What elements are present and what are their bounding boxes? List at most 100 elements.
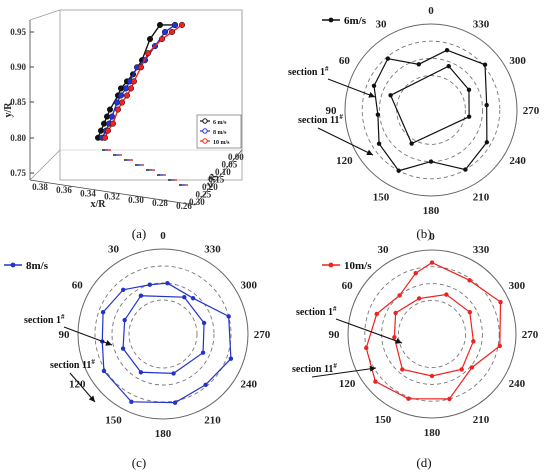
series-point [168, 28, 176, 36]
radar-point [100, 309, 106, 315]
angle-label: 30 [108, 243, 120, 255]
radar-point [484, 102, 489, 108]
radar-point [374, 311, 379, 317]
z-tick-label: 0.05 [222, 160, 238, 170]
radar-point [120, 287, 126, 292]
series-point [156, 21, 164, 29]
series-point [146, 36, 154, 43]
panel-caption: (b) [416, 226, 431, 241]
annotation-arrow [311, 367, 377, 378]
angle-label: 300 [240, 280, 257, 292]
z-axis [194, 149, 243, 206]
series-point [127, 85, 135, 92]
series-point [106, 106, 114, 113]
annotation-arrow [335, 318, 403, 344]
radar-point [471, 339, 476, 344]
annotation-section-11: section 11# [298, 113, 343, 126]
angle-label: 270 [523, 105, 540, 117]
angle-label: 30 [378, 244, 390, 256]
radar-point [392, 335, 397, 340]
angle-label: 210 [473, 414, 490, 426]
grid-circle [94, 265, 232, 403]
series-point [104, 127, 112, 134]
arrow-head [395, 338, 402, 344]
x-axis-label: x/R [91, 199, 107, 210]
y-tick-label: 0.95 [10, 27, 26, 37]
radar-point [190, 295, 196, 301]
legend-label: 8 m/s [213, 130, 227, 136]
x-tick-label: 0.30 [128, 195, 144, 205]
radar-point [463, 167, 468, 172]
panel-caption: (d) [416, 455, 431, 470]
series-point [137, 64, 145, 71]
grid-circle [361, 40, 501, 180]
angle-label: 120 [69, 379, 86, 391]
series-point [144, 50, 152, 57]
radar-polygon [365, 261, 502, 400]
series-point [108, 113, 116, 120]
radar-point [446, 63, 451, 69]
angle-label: 300 [509, 280, 526, 292]
radar-point [101, 368, 107, 374]
series-point [130, 78, 138, 85]
radar-point [385, 56, 391, 61]
angle-label: 210 [204, 415, 221, 427]
radar-point [129, 399, 134, 404]
radar-point [467, 309, 473, 315]
x-tick-label: 0.34 [80, 188, 96, 198]
frame-edge-bl [29, 149, 61, 181]
y-tick-label: 0.80 [10, 133, 26, 143]
radar-point [165, 280, 170, 286]
radar-point [413, 270, 418, 276]
radar-point [447, 396, 452, 402]
grid-circle [381, 283, 483, 385]
radar-point [409, 141, 414, 146]
series-point [161, 28, 169, 36]
angle-label: 330 [473, 18, 490, 30]
radar-point [498, 299, 503, 305]
grid-circle [397, 299, 467, 369]
angle-label: 210 [473, 192, 490, 204]
z-tick-label: 0.30 [189, 197, 205, 207]
radar-point [397, 293, 402, 298]
arrow-head [366, 149, 373, 156]
grid-circle [111, 282, 215, 386]
radar-point [466, 87, 472, 93]
annotation-arrow [63, 326, 113, 346]
radar-point [203, 382, 208, 387]
x-tick-label: 0.26 [176, 201, 192, 211]
legend-marker [328, 262, 334, 268]
series-point [114, 106, 122, 113]
radar-point [396, 168, 401, 173]
radar-point [393, 310, 398, 316]
legend-label: 6m/s [344, 15, 367, 27]
angle-label: 0 [429, 231, 435, 243]
angle-label: 240 [240, 379, 257, 391]
radar-point [416, 62, 421, 67]
angle-label: 150 [373, 192, 390, 204]
x-tick-label: 0.38 [32, 182, 48, 192]
legend-marker [202, 138, 208, 144]
annotation-arrow [69, 372, 96, 403]
x-tick-label: 0.32 [104, 192, 120, 202]
angle-label: 60 [72, 280, 84, 292]
series-point [171, 21, 179, 29]
radar-point [444, 292, 449, 297]
series-point [123, 92, 131, 99]
series-point [109, 120, 117, 127]
angle-label: 330 [473, 244, 490, 256]
radar-point [429, 373, 435, 379]
z-tick-label: 0.10 [215, 167, 231, 177]
angle-label: 30 [376, 18, 388, 30]
grid-circle [378, 57, 484, 163]
angle-label: 0 [428, 5, 434, 17]
angle-label: 90 [326, 105, 338, 117]
radar-polygon [122, 295, 205, 375]
radar-point [171, 371, 176, 376]
panel-caption: (a) [132, 226, 146, 241]
legend-label: 6 m/s [213, 120, 227, 126]
angle-label: 0 [160, 230, 166, 242]
annotation-arrow [317, 127, 374, 156]
